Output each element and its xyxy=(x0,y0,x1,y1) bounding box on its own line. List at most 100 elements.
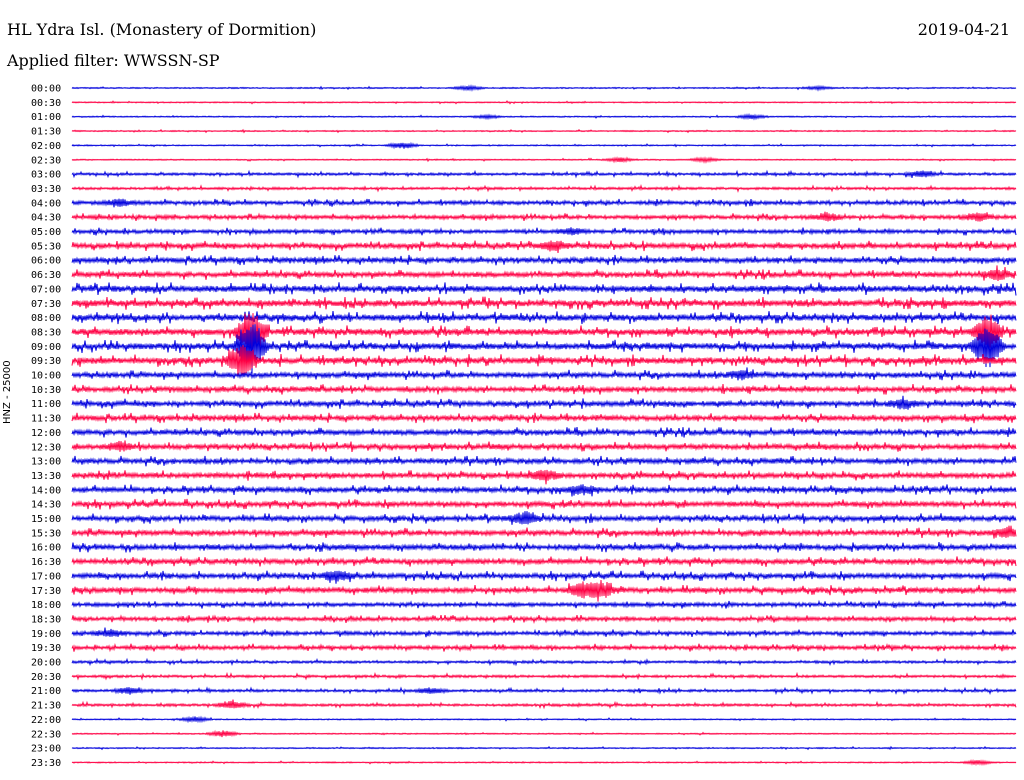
trace-line xyxy=(71,511,1017,525)
time-tick-label: 06:00 xyxy=(31,256,61,267)
time-tick-label: 13:00 xyxy=(31,457,61,468)
trace-line xyxy=(71,265,1017,282)
trace-line xyxy=(71,542,1017,553)
time-tick-label: 20:30 xyxy=(31,672,61,683)
trace-line xyxy=(71,758,1017,767)
time-tick-label: 07:30 xyxy=(31,299,61,310)
time-tick-label: 09:00 xyxy=(31,342,61,353)
trace-line xyxy=(71,254,1017,266)
trace-line xyxy=(71,657,1017,667)
time-tick-label: 23:00 xyxy=(31,744,61,755)
trace-line xyxy=(71,455,1017,467)
trace-line xyxy=(71,715,1017,724)
time-tick-label: 15:30 xyxy=(31,528,61,539)
trace-line xyxy=(71,282,1017,296)
trace-line xyxy=(71,198,1017,208)
trace-lines xyxy=(71,84,1017,767)
time-tick-label: 10:00 xyxy=(31,371,61,382)
time-tick-label: 22:30 xyxy=(31,729,61,740)
time-tick-label: 09:30 xyxy=(31,356,61,367)
trace-line xyxy=(71,184,1017,193)
time-tick-label: 04:30 xyxy=(31,213,61,224)
trace-line xyxy=(71,156,1017,164)
time-tick-label: 08:30 xyxy=(31,327,61,338)
trace-line xyxy=(71,112,1017,121)
time-tick-label: 12:30 xyxy=(31,442,61,453)
time-tick-label: 06:30 xyxy=(31,270,61,281)
time-tick-label: 13:30 xyxy=(31,471,61,482)
trace-line xyxy=(71,440,1017,452)
filter-label: Applied filter: WWSSN-SP xyxy=(7,51,220,70)
time-tick-label: 16:00 xyxy=(31,543,61,554)
trace-line xyxy=(71,570,1017,584)
trace-line xyxy=(71,296,1017,310)
time-tick-label: 21:30 xyxy=(31,701,61,712)
time-tick-label: 04:00 xyxy=(31,198,61,209)
record-date: 2019-04-21 xyxy=(917,20,1010,39)
time-tick-label: 00:30 xyxy=(31,98,61,109)
time-tick-label: 19:00 xyxy=(31,629,61,640)
trace-line xyxy=(71,367,1017,381)
trace-line xyxy=(71,324,1017,374)
time-tick-label: 02:00 xyxy=(31,141,61,152)
time-tick-label: 05:30 xyxy=(31,241,61,252)
trace-line xyxy=(71,484,1017,497)
trace-line xyxy=(71,84,1017,92)
time-tick-label: 00:00 xyxy=(31,84,61,95)
time-tick-label: 18:00 xyxy=(31,600,61,611)
trace-line xyxy=(71,311,1017,325)
trace-line xyxy=(71,469,1017,485)
trace-line xyxy=(71,643,1017,653)
time-tick-label: 23:30 xyxy=(31,758,61,769)
trace-line xyxy=(71,699,1017,710)
trace-line xyxy=(71,412,1017,424)
time-tick-label: 11:30 xyxy=(31,414,61,425)
trace-line xyxy=(71,427,1017,438)
time-tick-label: 14:30 xyxy=(31,500,61,511)
trace-line xyxy=(71,745,1017,751)
time-tick-label: 03:30 xyxy=(31,184,61,195)
time-tick-label: 08:00 xyxy=(31,313,61,324)
trace-line xyxy=(71,384,1017,395)
station-title: HL Ydra Isl. (Monastery of Dormition) xyxy=(7,20,317,39)
trace-line xyxy=(71,169,1017,179)
time-tick-label: 15:00 xyxy=(31,514,61,525)
time-tick-label: 11:00 xyxy=(31,399,61,410)
time-tick-label: 01:00 xyxy=(31,112,61,123)
time-tick-labels: 00:00 00:30 01:00 01:30 02:00 02:30 03:00 03:30… xyxy=(31,84,61,769)
trace-line xyxy=(71,556,1017,567)
trace-line xyxy=(71,211,1017,222)
trace-line xyxy=(71,240,1017,253)
trace-line xyxy=(71,313,1017,352)
trace-line xyxy=(71,579,1017,602)
time-tick-label: 05:00 xyxy=(31,227,61,238)
trace-line xyxy=(71,100,1017,105)
trace-line xyxy=(71,395,1017,410)
time-tick-label: 01:30 xyxy=(31,127,61,138)
time-tick-label: 03:00 xyxy=(31,170,61,181)
trace-line xyxy=(71,345,1017,376)
time-tick-label: 07:00 xyxy=(31,284,61,295)
trace-line xyxy=(71,498,1017,510)
time-tick-label: 16:30 xyxy=(31,557,61,568)
trace-line xyxy=(71,525,1017,539)
time-tick-label: 17:30 xyxy=(31,586,61,597)
trace-line xyxy=(71,627,1017,639)
trace-line xyxy=(71,614,1017,624)
time-tick-label: 18:30 xyxy=(31,614,61,625)
trace-line xyxy=(71,729,1017,738)
trace-line xyxy=(71,141,1017,150)
trace-line xyxy=(71,599,1017,610)
time-tick-label: 22:00 xyxy=(31,715,61,726)
time-tick-label: 02:30 xyxy=(31,155,61,166)
trace-line xyxy=(71,686,1017,696)
time-tick-label: 10:30 xyxy=(31,385,61,396)
time-tick-label: 12:00 xyxy=(31,428,61,439)
trace-line xyxy=(71,671,1017,681)
time-tick-label: 19:30 xyxy=(31,643,61,654)
time-tick-label: 14:00 xyxy=(31,485,61,496)
time-tick-label: 21:00 xyxy=(31,686,61,697)
trace-line xyxy=(71,128,1017,134)
time-tick-label: 20:00 xyxy=(31,658,61,669)
